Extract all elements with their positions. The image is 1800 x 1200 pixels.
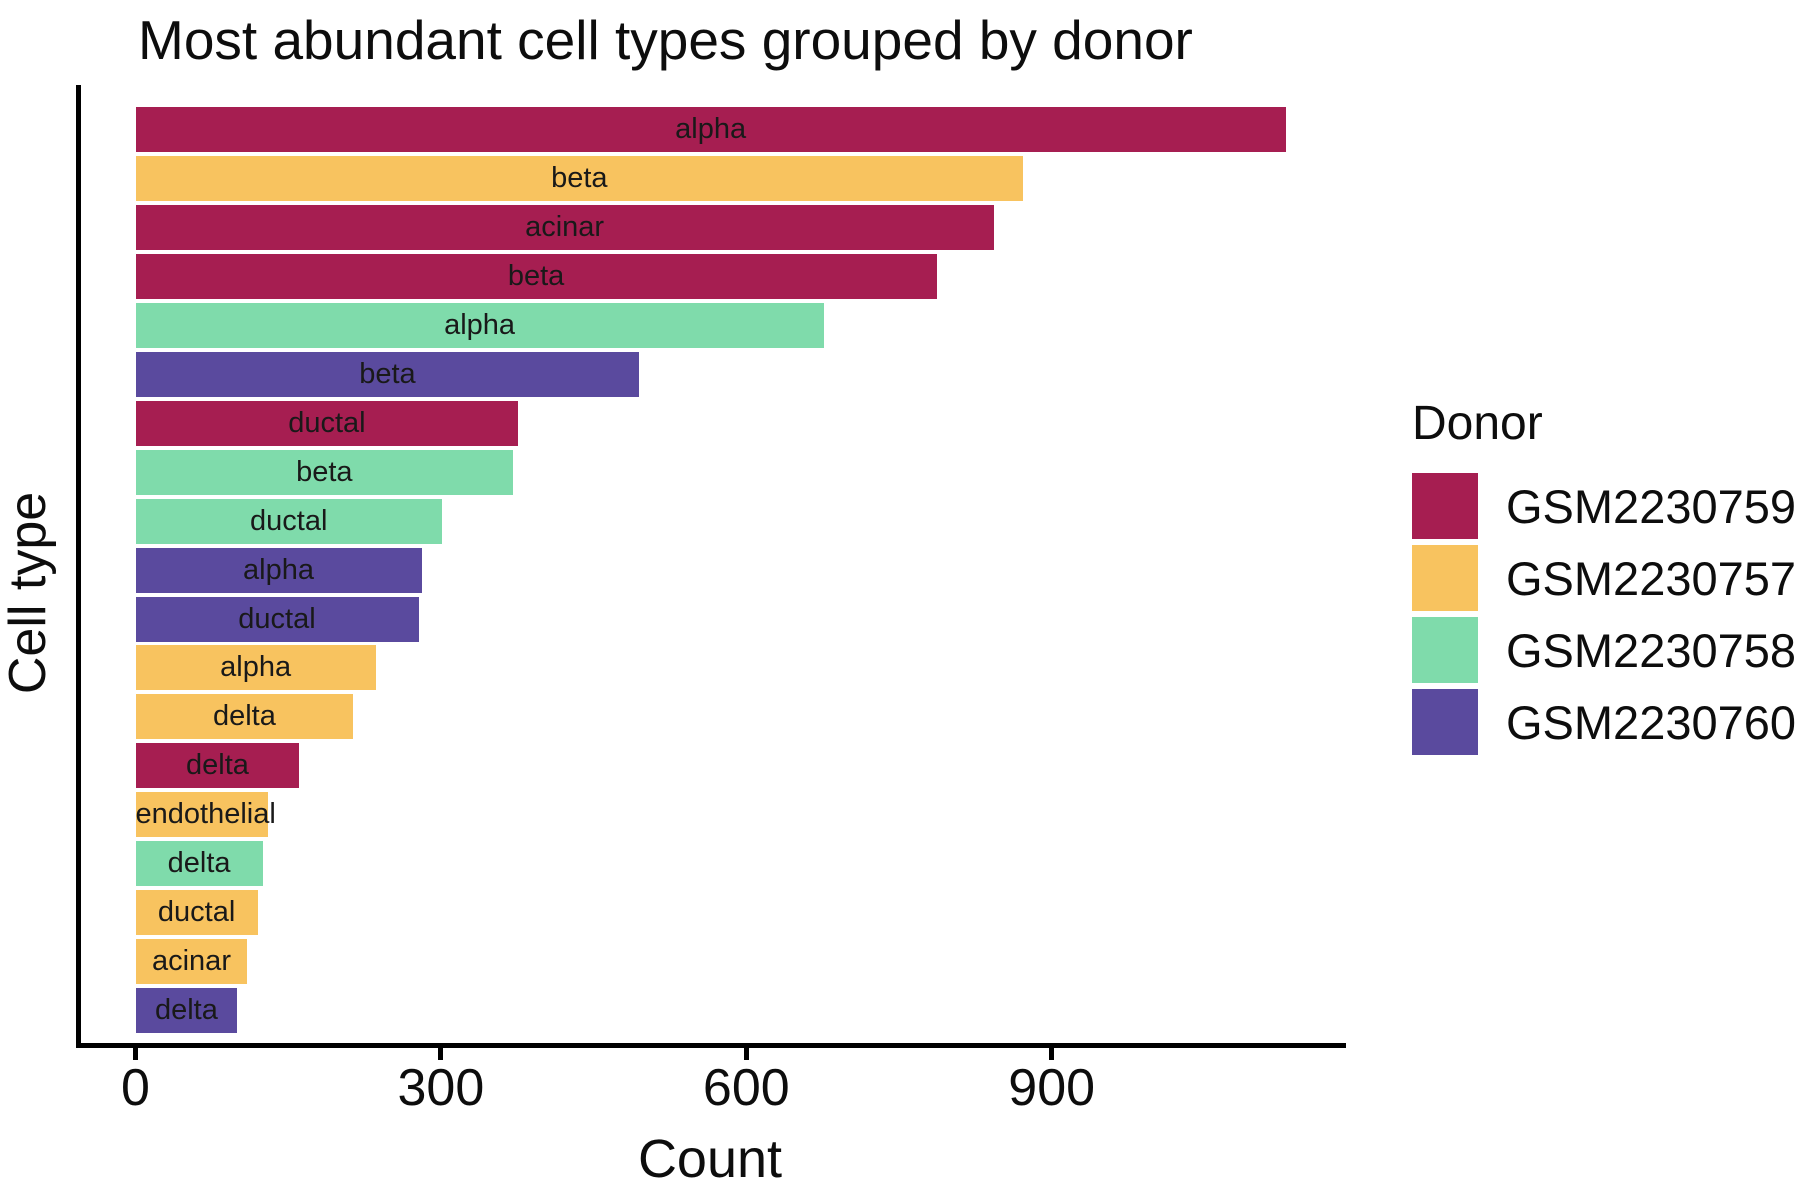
x-tick-label: 600	[702, 1059, 790, 1117]
bar-label: beta	[296, 455, 353, 488]
legend-swatch	[1412, 545, 1478, 611]
chart-title: Most abundant cell types grouped by dono…	[138, 9, 1193, 71]
bar-label: alpha	[675, 113, 747, 145]
x-tick-mark	[438, 1048, 444, 1060]
bar-label: alpha	[243, 553, 314, 586]
bar-label: ductal	[288, 406, 366, 439]
bar: beta	[135, 449, 514, 495]
bar: ductal	[135, 596, 419, 642]
bar: beta	[135, 351, 640, 397]
bar: alpha	[135, 547, 422, 593]
bar: alpha	[135, 107, 1286, 152]
bar: acinar	[135, 204, 994, 250]
bar-label: ductal	[238, 602, 316, 635]
x-tick-label: 300	[397, 1059, 485, 1117]
legend-title: Donor	[1412, 397, 1543, 450]
bar: delta	[135, 694, 354, 740]
x-axis-line	[76, 1043, 1346, 1048]
bar-label: delta	[167, 847, 231, 880]
x-tick-label: 0	[121, 1059, 150, 1117]
bar-label: alpha	[444, 308, 516, 341]
bar: delta	[135, 841, 263, 887]
bar-label: ductal	[157, 896, 236, 929]
legend-item-label: GSM2230760	[1506, 695, 1797, 749]
x-tick-mark	[133, 1048, 138, 1060]
bar-label: acinar	[525, 210, 605, 243]
legend-item: GSM2230759	[1412, 473, 1796, 539]
y-axis-label: Cell type	[0, 491, 57, 695]
x-tick-mark	[743, 1048, 749, 1060]
x-tick-mark	[1049, 1048, 1055, 1060]
bar: alpha	[135, 645, 376, 691]
legend-item-label: GSM2230757	[1506, 551, 1797, 605]
x-tick-label: 900	[1008, 1059, 1096, 1117]
bar-label: endothelial	[135, 798, 276, 831]
legend-items: GSM2230759 GSM2230757 GSM2230758 GSM2230760	[1412, 473, 1796, 755]
bar: ductal	[135, 498, 442, 544]
legend-item-label: GSM2230759	[1506, 479, 1797, 533]
bar: beta	[135, 155, 1024, 201]
legend: Donor GSM2230759 GSM2230757 GSM2230758 GSM2…	[1412, 396, 1796, 761]
legend-swatch	[1412, 689, 1478, 755]
bar-label: delta	[154, 994, 218, 1027]
bar: delta	[135, 988, 238, 1034]
bar-label: beta	[551, 161, 608, 194]
y-axis-line	[76, 85, 81, 1048]
bar: ductal	[135, 400, 519, 446]
legend-swatch	[1412, 617, 1478, 683]
bar-label: delta	[212, 700, 276, 733]
bar-label: acinar	[151, 945, 231, 978]
bar: endothelial	[135, 792, 276, 838]
bar: beta	[135, 253, 937, 299]
bar: delta	[135, 743, 300, 789]
bar: ductal	[135, 890, 258, 936]
bar-label: alpha	[220, 651, 292, 684]
legend-item: GSM2230758	[1412, 617, 1796, 683]
x-axis-label: Count	[637, 1129, 783, 1189]
legend-item-label: GSM2230758	[1506, 623, 1797, 677]
bar-label: beta	[359, 357, 416, 390]
legend-swatch	[1412, 473, 1478, 539]
legend-item: GSM2230757	[1412, 545, 1796, 611]
bar: alpha	[135, 302, 824, 348]
bar-label: ductal	[250, 504, 328, 537]
bar-label: delta	[186, 749, 249, 782]
bar: acinar	[135, 939, 248, 985]
legend-item: GSM2230760	[1412, 689, 1796, 755]
bar-label: beta	[507, 259, 565, 292]
